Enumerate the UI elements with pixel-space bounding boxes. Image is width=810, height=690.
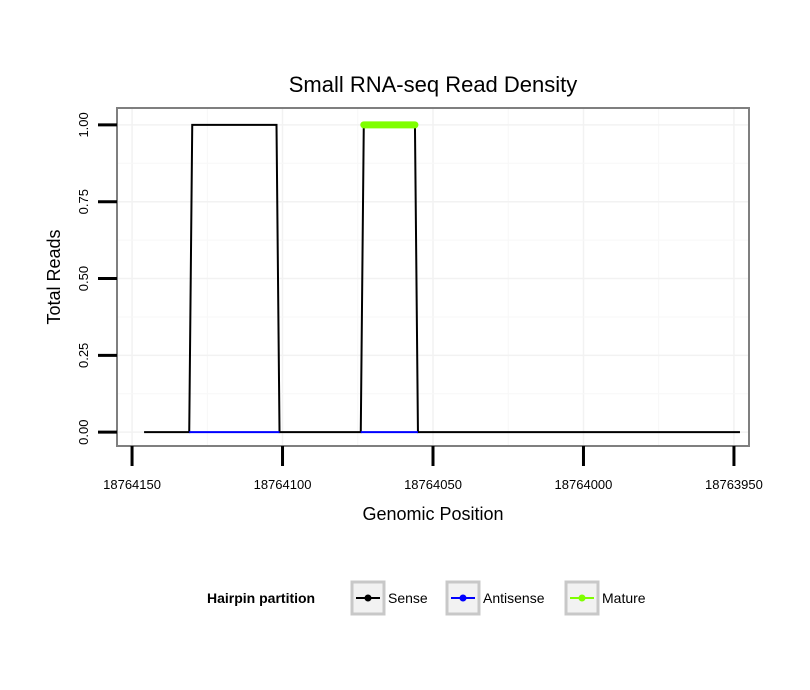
y-tick-label: 0.75: [76, 189, 91, 214]
legend-label-antisense: Antisense: [483, 590, 545, 606]
legend-marker-mature: [578, 594, 586, 602]
y-axis: 0.00 0.25 0.50 0.75 1.00: [76, 112, 117, 445]
x-tick-label: 18764000: [555, 477, 613, 492]
series-line-sense: [144, 123, 740, 434]
legend-label-sense: Sense: [388, 590, 428, 606]
series-layer: [144, 121, 740, 434]
y-tick-label: 1.00: [76, 112, 91, 137]
legend-title: Hairpin partition: [207, 590, 315, 606]
legend-marker-sense: [364, 594, 372, 602]
legend-label-mature: Mature: [602, 590, 646, 606]
legend: Hairpin partition Sense Antisense Mature: [207, 580, 646, 616]
y-tick-label: 0.00: [76, 420, 91, 445]
x-tick-label: 18763950: [705, 477, 763, 492]
x-axis: 18764150 18764100 18764050 18764000 18763950: [103, 446, 763, 492]
x-axis-title: Genomic Position: [362, 504, 503, 524]
x-tick-label: 18764050: [404, 477, 462, 492]
x-tick-label: 18764100: [254, 477, 312, 492]
chart-title: Small RNA-seq Read Density: [289, 72, 578, 97]
legend-marker-antisense: [459, 594, 467, 602]
y-tick-label: 0.50: [76, 266, 91, 291]
grid: [117, 108, 749, 446]
y-tick-label: 0.25: [76, 343, 91, 368]
x-tick-label: 18764150: [103, 477, 161, 492]
y-axis-title: Total Reads: [44, 229, 64, 324]
